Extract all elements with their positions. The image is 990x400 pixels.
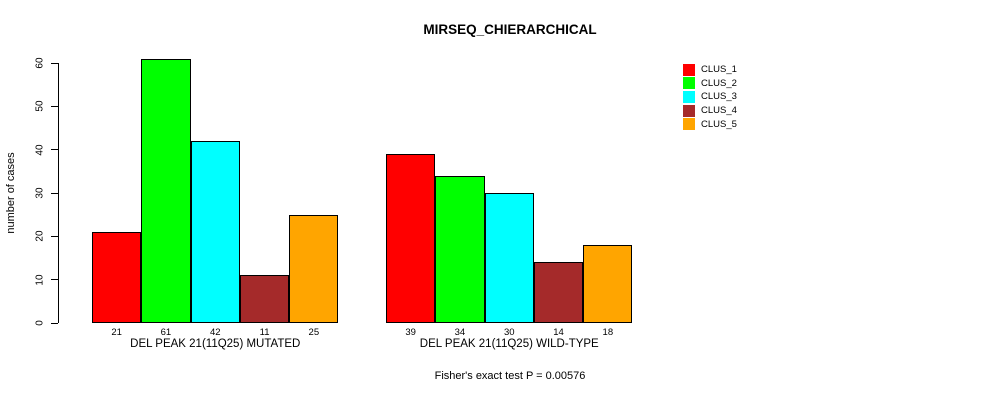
bar-value-label: 61 <box>160 327 172 338</box>
legend-color-swatch <box>683 104 695 117</box>
legend-item: CLUS_4 <box>683 104 737 118</box>
y-axis-tick-label: 20 <box>34 230 46 242</box>
bar-clus_5-group1 <box>289 214 339 323</box>
y-axis-tick <box>51 322 58 324</box>
x-axis-group-label: DEL PEAK 21(11Q25) MUTATED <box>130 338 301 350</box>
y-axis-tick-label: 30 <box>34 187 46 199</box>
y-axis-tick-label: 10 <box>34 274 46 286</box>
legend-item-label: CLUS_3 <box>701 91 737 103</box>
y-axis-line <box>58 63 59 323</box>
bar-value-label: 21 <box>111 327 122 338</box>
legend-item-label: CLUS_4 <box>701 105 737 117</box>
y-axis-tick-label: 50 <box>34 100 46 112</box>
legend-item: CLUS_3 <box>683 90 737 104</box>
bar-value-label: 30 <box>503 327 515 338</box>
y-axis-tick-label: 40 <box>34 144 46 156</box>
y-axis-tick <box>51 149 58 151</box>
y-axis-tick <box>51 62 58 64</box>
bar-clus_1-group1 <box>92 232 142 323</box>
legend-item: CLUS_1 <box>683 63 737 77</box>
legend: CLUS_1 CLUS_2 CLUS_3 CLUS_4 CLUS_5 <box>683 63 737 131</box>
legend-item-label: CLUS_2 <box>701 77 737 89</box>
legend-color-swatch <box>683 118 695 131</box>
legend-item: CLUS_5 <box>683 117 737 131</box>
bar-clus_4-group1 <box>239 275 290 323</box>
y-axis-tick-label: 60 <box>34 57 46 69</box>
bar-value-label: 25 <box>308 327 320 338</box>
legend-color-swatch <box>683 90 695 103</box>
bar-clus_2-group2 <box>435 175 485 323</box>
y-axis-tick <box>51 235 58 237</box>
bar-value-label: 14 <box>553 327 564 338</box>
chart-title: MIRSEQ_CHIERARCHICAL <box>423 22 597 37</box>
bar-clus_1-group2 <box>386 154 436 323</box>
y-axis-tick-label: 0 <box>34 320 46 326</box>
bar-value-label: 42 <box>209 327 221 338</box>
legend-color-swatch <box>683 77 695 90</box>
x-axis-group-label: DEL PEAK 21(11Q25) WILD-TYPE <box>419 338 599 350</box>
legend-item-label: CLUS_1 <box>701 64 737 76</box>
bar-value-label: 11 <box>259 327 270 338</box>
bar-clus_4-group2 <box>533 262 584 323</box>
bar-clus_2-group1 <box>141 58 191 323</box>
legend-item-label: CLUS_5 <box>701 118 737 130</box>
fisher-test-annotation: Fisher's exact test P = 0.00576 <box>434 370 586 382</box>
bar-value-label: 18 <box>602 327 614 338</box>
legend-color-swatch <box>683 63 695 76</box>
bar-clus_3-group1 <box>190 141 240 323</box>
y-axis-tick <box>51 192 58 194</box>
y-axis-title: number of cases <box>5 152 17 234</box>
y-axis-tick <box>51 105 58 107</box>
y-axis-tick <box>51 279 58 281</box>
bar-value-label: 39 <box>405 327 416 338</box>
bar-clus_3-group2 <box>484 193 534 323</box>
bar-clus_5-group2 <box>583 245 633 323</box>
legend-item: CLUS_2 <box>683 77 737 91</box>
bar-value-label: 34 <box>454 327 466 338</box>
